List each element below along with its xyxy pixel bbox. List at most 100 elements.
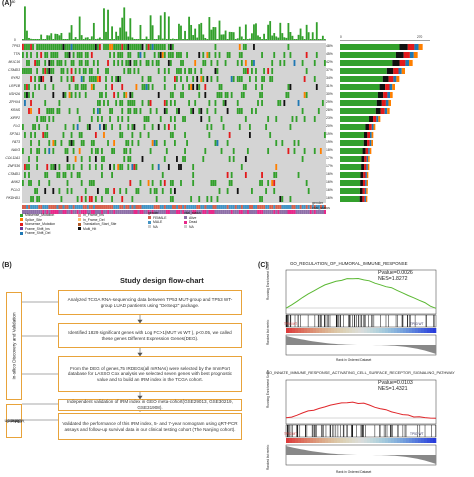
- tmb-bar: [103, 8, 105, 40]
- mutation-cell: [220, 116, 223, 122]
- mutation-cell: [230, 76, 233, 82]
- vital-cell: [60, 210, 63, 214]
- mutation-cell: [131, 124, 134, 130]
- gender-cell: [161, 205, 164, 209]
- vital-cell: [255, 210, 258, 214]
- mutation-cell: [103, 100, 105, 106]
- mutation-cell: [271, 68, 274, 74]
- gender-cell: [279, 205, 282, 209]
- tmb-bar: [109, 39, 111, 40]
- mutation-cell: [208, 52, 211, 58]
- mutation-cell: [96, 76, 99, 82]
- vital-cell: [295, 210, 298, 214]
- mutation-cell: [149, 76, 152, 82]
- mutation-cell: [109, 108, 111, 114]
- mutation-cell: [30, 44, 32, 50]
- mutation-cell: [313, 148, 316, 154]
- mutation-cell: [76, 52, 79, 58]
- mutation-cell: [180, 180, 182, 186]
- tmb-bar: [295, 39, 298, 40]
- mutation-cell: [96, 148, 99, 154]
- flow-connectors: [22, 301, 143, 421]
- vital-cell: [315, 210, 318, 214]
- mutation-cell: [275, 116, 278, 122]
- vital-cell: [149, 210, 152, 214]
- gsea-2-nes: NES=1.4321: [378, 386, 408, 393]
- tmb-bar: [52, 39, 55, 40]
- mutation-cell: [212, 180, 215, 186]
- mutation-cell: [155, 188, 158, 194]
- mutation-cell: [28, 164, 30, 170]
- gender-cell: [248, 205, 252, 209]
- mutation-cell: [167, 52, 170, 58]
- mutation-cell: [303, 92, 306, 98]
- gender-cell: [230, 205, 233, 209]
- gene-label: PKDHD1: [6, 196, 20, 200]
- mutation-cell: [50, 76, 53, 82]
- mutation-cell: [60, 68, 63, 74]
- mutation-cell: [157, 164, 160, 170]
- gene-bar-segment: [340, 116, 370, 122]
- gender-cell: [313, 205, 316, 209]
- mutation-cell: [24, 164, 26, 170]
- vital-cell: [176, 210, 179, 214]
- mutation-cell: [157, 124, 160, 130]
- mutation-cell: [90, 196, 93, 202]
- tmb-bar: [311, 32, 314, 40]
- tmb-bar: [222, 34, 225, 40]
- gsea-1-rank-gradient: [313, 328, 317, 333]
- gsea-1-rank-gradient: [325, 328, 329, 333]
- gsea-2-rank-gradient: [385, 438, 389, 443]
- mutation-cell: [48, 108, 51, 114]
- mutation-cell: [127, 140, 130, 146]
- gene-label: TTN: [13, 52, 20, 56]
- mutation-cell: [161, 172, 164, 178]
- mutation-cell: [96, 100, 99, 106]
- tmb-bar: [113, 39, 116, 40]
- gene-label: SPTA1: [9, 132, 21, 136]
- mutation-cell: [279, 196, 282, 202]
- mutation-cell: [190, 108, 193, 114]
- mutation-cell: [192, 180, 195, 186]
- flow-chart-title: Study design flow-chart: [120, 276, 204, 285]
- vital-cell: [70, 210, 73, 214]
- gsea-1-rank-gradient: [334, 328, 338, 333]
- mutation-cell: [313, 116, 316, 122]
- mutation-cell: [96, 116, 99, 122]
- tmb-bar: [60, 33, 63, 40]
- mutation-cell: [38, 180, 41, 186]
- gsea-1-rank-gradient: [430, 328, 434, 333]
- mutation-cell: [271, 76, 274, 82]
- mutation-cell: [313, 60, 316, 66]
- mutation-cell: [58, 60, 61, 66]
- flow-step-5: Validated the performance of this IRM in…: [58, 413, 242, 440]
- tmb-bar: [263, 33, 265, 40]
- mutation-cell: [261, 52, 263, 58]
- mutation-cell: [269, 132, 272, 138]
- mutation-cell: [84, 196, 87, 202]
- mutation-cell: [275, 140, 278, 146]
- mutation-cell: [228, 156, 231, 162]
- tmb-bar: [218, 20, 221, 40]
- gene-bar-segment: [364, 156, 367, 162]
- gene-label: ANK2: [11, 180, 20, 184]
- mutation-cell: [113, 44, 116, 50]
- vital-cell: [283, 210, 286, 214]
- mutation-cell: [22, 52, 24, 58]
- mutation-cell: [238, 76, 241, 82]
- gsea-1-pvalue: Pvalue=0.0026: [378, 270, 413, 276]
- mutation-cell: [50, 164, 53, 170]
- gender-cell: [109, 205, 112, 209]
- gender-cell: [295, 205, 298, 209]
- percent-label: 16%: [326, 196, 333, 200]
- gender-cell: [228, 205, 231, 209]
- gsea-1-rank-gradient: [424, 328, 428, 333]
- mutation-cell: [26, 164, 28, 170]
- tmb-bar: [90, 36, 93, 40]
- mutation-cell: [202, 76, 205, 82]
- mutation-cell: [80, 52, 83, 58]
- mutation-cell: [263, 68, 265, 74]
- mutation-cell: [244, 68, 247, 74]
- vital-cell: [253, 210, 256, 214]
- mutation-cell: [200, 68, 203, 74]
